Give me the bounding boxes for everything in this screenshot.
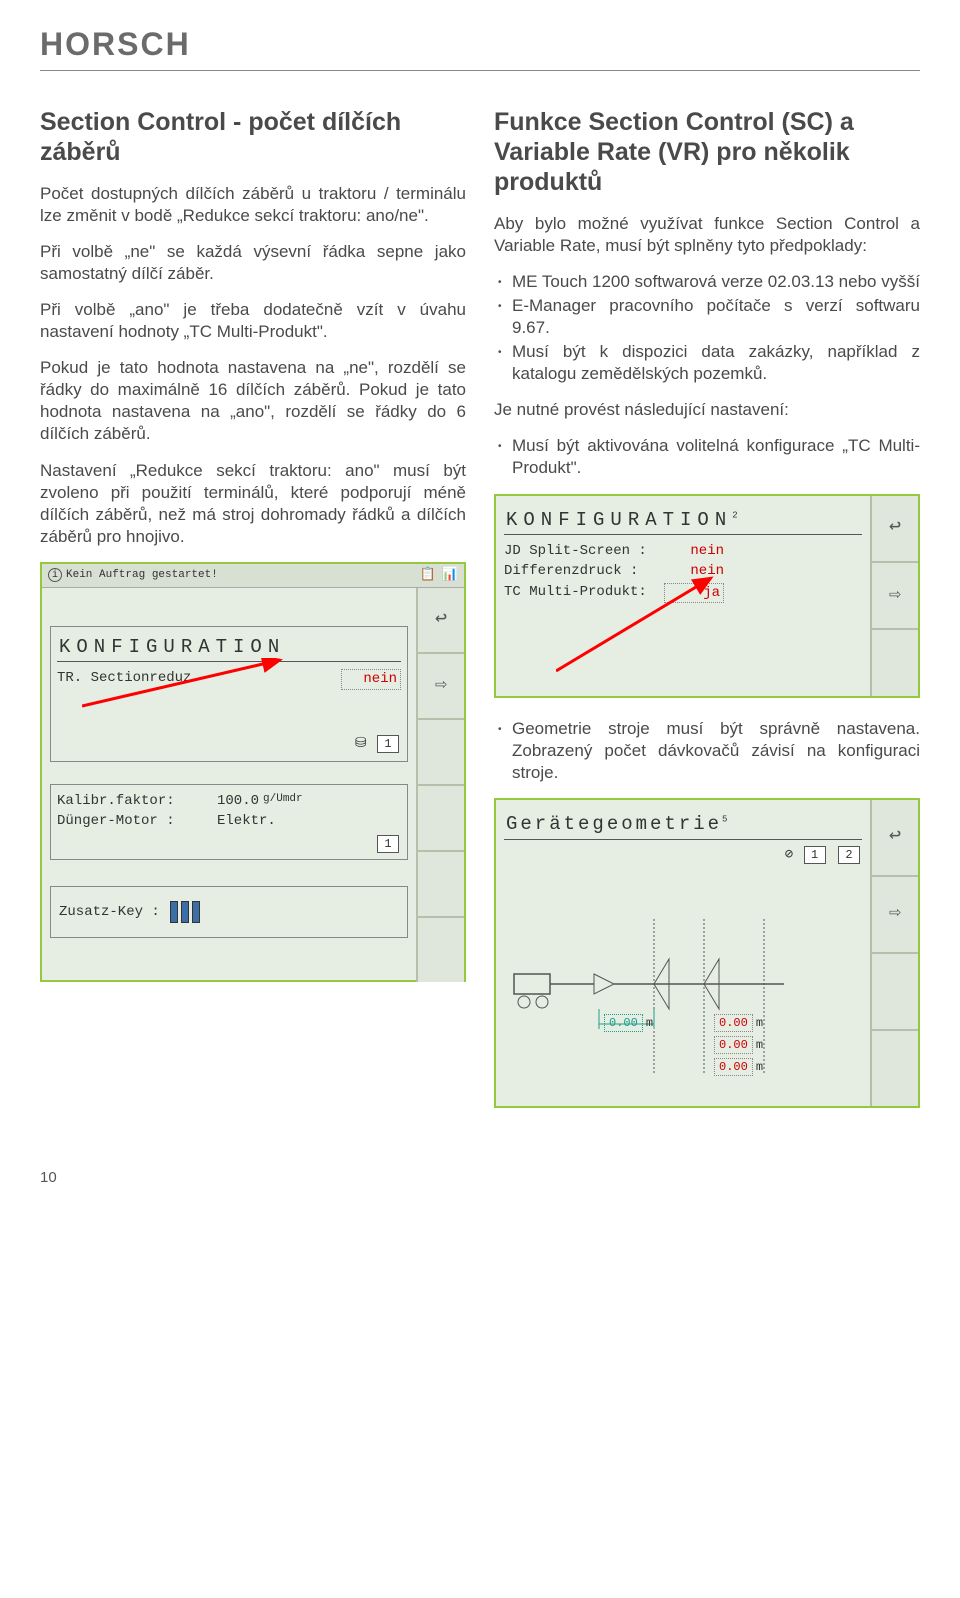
geometry-diagram <box>504 864 824 1094</box>
right-li1: ME Touch 1200 softwarová verze 02.03.13 … <box>494 271 920 293</box>
side-btn-next3-icon[interactable]: ⇨ <box>872 877 918 954</box>
right-column: Funkce Section Control (SC) a Variable R… <box>494 107 920 1128</box>
tab-1b-icon[interactable]: 1 <box>377 835 399 853</box>
left-p2: Při volbě „ne" se každá výsevní řádka se… <box>40 241 466 285</box>
left-column: Section Control - počet dílčích záběrů P… <box>40 107 466 1128</box>
cfg2-label: Kalibr.faktor: <box>57 792 217 810</box>
cfg3-label: Dünger-Motor : <box>57 812 217 830</box>
geom-tab-1[interactable]: 1 <box>804 846 826 864</box>
red-arrow-2 <box>556 576 726 676</box>
scr2-r1-label: JD Split-Screen : <box>504 542 664 560</box>
side-btn-next2-icon[interactable]: ⇨ <box>872 563 918 630</box>
side-btn-blank3-1[interactable] <box>872 954 918 1031</box>
right-heading: Funkce Section Control (SC) a Variable R… <box>494 107 920 197</box>
right-li3: Musí být k dispozici data zakázky, napří… <box>494 341 920 385</box>
right-p1: Aby bylo možné využívat funkce Section C… <box>494 213 920 257</box>
right-li2: E-Manager pracovního počítače s verzí so… <box>494 295 920 339</box>
side-btn-blank-2[interactable] <box>418 786 464 852</box>
scr2-r1-val: nein <box>664 542 724 560</box>
cfg2-val: 100.0 <box>217 792 259 810</box>
status-icons: 📋 📊 <box>420 567 458 584</box>
screenshot-konfiguration-2: KONFIGURATION2 JD Split-Screen : nein Di… <box>494 494 920 698</box>
cfg1-val[interactable]: nein <box>341 669 401 689</box>
geom-v1[interactable]: 0.00m <box>604 1016 653 1032</box>
side-btn-blank3-2[interactable] <box>872 1031 918 1106</box>
status-text: Kein Auftrag gestartet! <box>66 568 218 582</box>
left-heading: Section Control - počet dílčích záběrů <box>40 107 466 167</box>
page-number: 10 <box>40 1168 920 1188</box>
geom-v2[interactable]: 0.00m <box>714 1016 763 1032</box>
red-arrow-1 <box>82 658 292 708</box>
zusatz-row: Zusatz-Key : <box>50 886 408 938</box>
side-btn-blank2-1[interactable] <box>872 630 918 695</box>
geom-v4[interactable]: 0.00m <box>714 1060 763 1076</box>
tab-1-icon[interactable]: 1 <box>377 735 399 753</box>
left-p5: Nastavení „Redukce sekcí traktoru: ano" … <box>40 460 466 548</box>
zusatz-label: Zusatz-Key : <box>59 903 160 921</box>
panel-title-3: Gerätegeometrie5 <box>504 808 862 840</box>
left-p1: Počet dostupných dílčích záběrů u trakto… <box>40 183 466 227</box>
geom-v3[interactable]: 0.00m <box>714 1038 763 1054</box>
side-btn-return-icon[interactable]: ↩ <box>418 588 464 654</box>
right-li5: Geometrie stroje musí být správně nastav… <box>494 718 920 784</box>
geom-tab-2[interactable]: 2 <box>838 846 860 864</box>
left-p3: Při volbě „ano" je třeba dodatečně vzít … <box>40 299 466 343</box>
side-btn-return2-icon[interactable]: ↩ <box>872 496 918 563</box>
brand-logo: HORSCH <box>40 24 920 71</box>
side-btn-blank-1[interactable] <box>418 720 464 786</box>
seed-icon: ⛁ <box>355 736 367 752</box>
info-icon: i <box>48 568 62 582</box>
right-li4: Musí být aktivována volitelná konfigurac… <box>494 435 920 479</box>
panel-title-2: KONFIGURATION2 <box>504 504 862 536</box>
right-p2: Je nutné provést následující nastavení: <box>494 399 920 421</box>
geom-icon: ⊘ <box>785 847 793 863</box>
cfg2-unit: g/Umdr <box>263 792 303 810</box>
side-btn-next-icon[interactable]: ⇨ <box>418 654 464 720</box>
side-btn-return3-icon[interactable]: ↩ <box>872 800 918 877</box>
cfg3-val: Elektr. <box>217 812 276 830</box>
screenshot-konfiguration-1: i Kein Auftrag gestartet! 📋 📊 KONFIGURAT… <box>40 562 466 982</box>
side-btn-blank-3[interactable] <box>418 852 464 918</box>
left-p4: Pokud je tato hodnota nastavena na „ne",… <box>40 357 466 445</box>
screenshot-geometrie: Gerätegeometrie5 ⊘ 1 2 <box>494 798 920 1108</box>
zusatz-bars <box>170 901 200 923</box>
side-btn-blank-4[interactable] <box>418 918 464 982</box>
